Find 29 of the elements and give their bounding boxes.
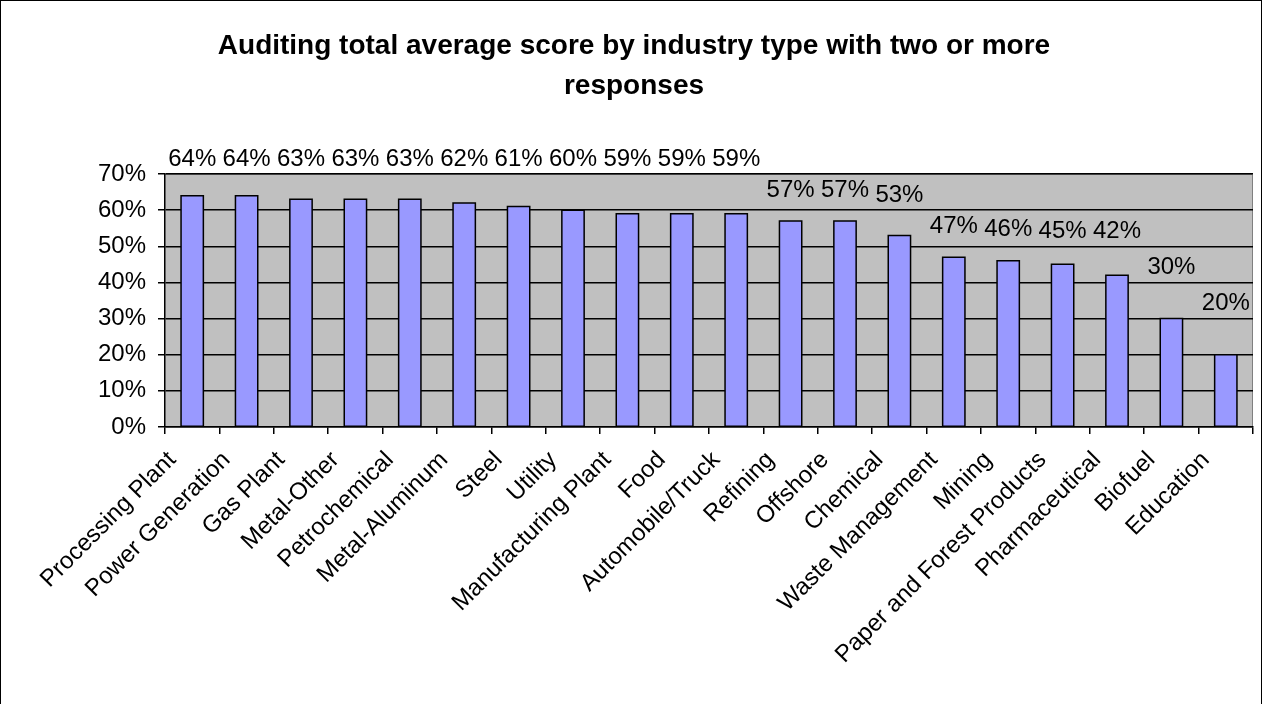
data-label: 59% [712,143,761,171]
data-label: 53% [875,179,924,207]
data-label: 63% [276,143,326,171]
data-label: 57% [766,174,815,202]
y-tick-label: 50% [97,230,146,258]
data-label: 61% [494,143,543,171]
data-label: 45% [1038,215,1087,243]
data-label: 64% [168,143,217,171]
y-tick-label: 70% [97,158,146,186]
y-tick-label: 60% [97,194,146,222]
data-label: 30% [1147,252,1196,280]
data-label: 42% [1092,215,1142,243]
data-label: 63% [331,143,380,171]
data-label: 57% [820,174,870,202]
data-label: 63% [385,143,434,171]
data-label: 46% [984,214,1033,242]
data-label: 59% [657,143,706,171]
y-tick-label: 0% [111,411,146,439]
y-tick-label: 20% [97,339,146,367]
data-label: 59% [603,143,652,171]
data-label: 47% [929,210,978,238]
data-label: 64% [222,143,271,171]
data-label: 60% [548,143,598,171]
y-tick-label: 30% [97,303,146,331]
y-tick-label: 40% [97,267,146,295]
chart-title: Auditing total average score by industry type with two or more responses [216,28,1052,102]
data-label: 20% [1201,288,1250,316]
y-tick-label: 10% [97,375,146,403]
data-label: 62% [440,143,489,171]
